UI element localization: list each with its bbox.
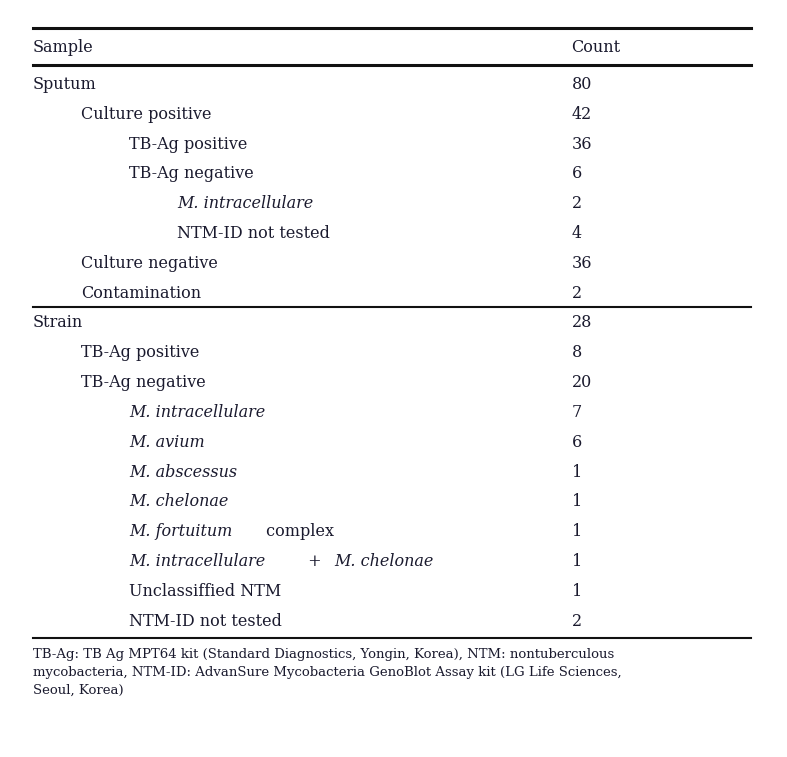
Text: 1: 1 bbox=[571, 553, 582, 570]
Text: Strain: Strain bbox=[32, 314, 83, 332]
Text: Sample: Sample bbox=[32, 39, 94, 56]
Text: 6: 6 bbox=[571, 165, 582, 182]
Text: 36: 36 bbox=[571, 136, 592, 153]
Text: 6: 6 bbox=[571, 434, 582, 450]
Text: Contamination: Contamination bbox=[81, 285, 201, 302]
Text: 1: 1 bbox=[571, 523, 582, 540]
Text: 4: 4 bbox=[571, 225, 582, 242]
Text: NTM-ID not tested: NTM-ID not tested bbox=[177, 225, 330, 242]
Text: M. fortuitum: M. fortuitum bbox=[129, 523, 232, 540]
Text: TB-Ag negative: TB-Ag negative bbox=[81, 374, 205, 391]
Text: 20: 20 bbox=[571, 374, 592, 391]
Text: M. intracellulare: M. intracellulare bbox=[129, 404, 265, 421]
Text: M. intracellulare: M. intracellulare bbox=[177, 195, 313, 212]
Text: 36: 36 bbox=[571, 255, 592, 272]
Text: M. chelonae: M. chelonae bbox=[129, 494, 228, 510]
Text: 2: 2 bbox=[571, 612, 582, 630]
Text: Culture positive: Culture positive bbox=[81, 106, 211, 123]
Text: Count: Count bbox=[571, 39, 621, 56]
Text: TB-Ag positive: TB-Ag positive bbox=[129, 136, 247, 153]
Text: M. chelonae: M. chelonae bbox=[334, 553, 433, 570]
Text: complex: complex bbox=[261, 523, 334, 540]
Text: 1: 1 bbox=[571, 494, 582, 510]
Text: Unclassiffied NTM: Unclassiffied NTM bbox=[129, 583, 281, 600]
Text: 80: 80 bbox=[571, 76, 592, 93]
Text: 8: 8 bbox=[571, 344, 582, 361]
Text: M. avium: M. avium bbox=[129, 434, 205, 450]
Text: TB-Ag: TB Ag MPT64 kit (Standard Diagnostics, Yongin, Korea), NTM: nontuberculou: TB-Ag: TB Ag MPT64 kit (Standard Diagnos… bbox=[32, 647, 621, 696]
Text: M. abscessus: M. abscessus bbox=[129, 463, 237, 481]
Text: NTM-ID not tested: NTM-ID not tested bbox=[129, 612, 282, 630]
Text: Sputum: Sputum bbox=[32, 76, 96, 93]
Text: M. intracellulare: M. intracellulare bbox=[129, 553, 265, 570]
Text: 2: 2 bbox=[571, 195, 582, 212]
Text: 42: 42 bbox=[571, 106, 592, 123]
Text: 7: 7 bbox=[571, 404, 582, 421]
Text: +: + bbox=[303, 553, 327, 570]
Text: 28: 28 bbox=[571, 314, 592, 332]
Text: TB-Ag positive: TB-Ag positive bbox=[81, 344, 199, 361]
Text: Culture negative: Culture negative bbox=[81, 255, 218, 272]
Text: 2: 2 bbox=[571, 285, 582, 302]
Text: TB-Ag negative: TB-Ag negative bbox=[129, 165, 253, 182]
Text: 1: 1 bbox=[571, 463, 582, 481]
Text: 1: 1 bbox=[571, 583, 582, 600]
